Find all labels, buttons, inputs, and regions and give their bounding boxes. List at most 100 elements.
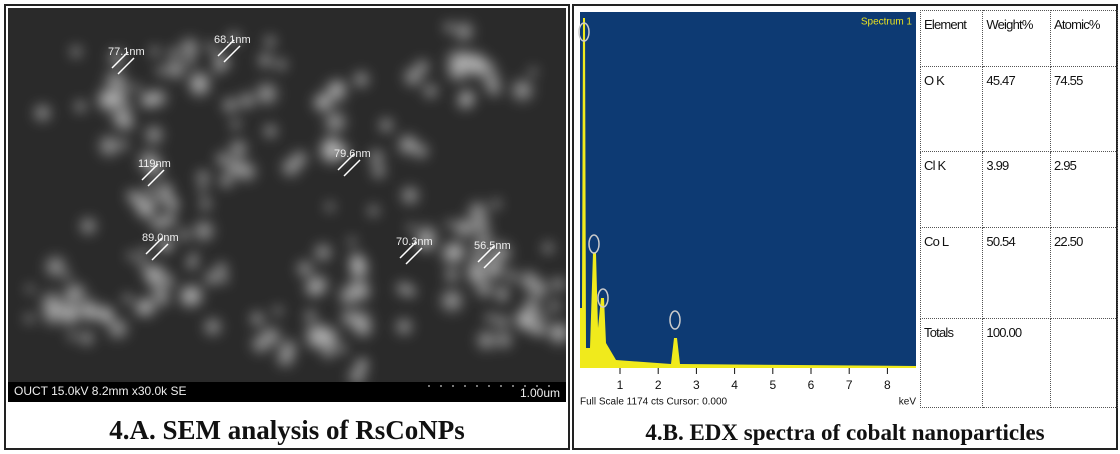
particle <box>183 255 200 272</box>
particle <box>346 235 359 248</box>
table-cell: 50.54 <box>983 228 1051 319</box>
particle <box>453 221 466 234</box>
particle <box>193 167 213 187</box>
particle <box>31 101 55 125</box>
table-cell: 2.95 <box>1050 152 1117 228</box>
particle <box>134 293 161 320</box>
particle <box>216 171 236 191</box>
particle <box>228 117 243 132</box>
x-tick-label: 3 <box>693 378 700 392</box>
particle <box>483 310 498 325</box>
page: {"sem": {"measurements": ["77.1nm", "68.… <box>0 0 1120 454</box>
particle <box>138 245 152 259</box>
particle <box>185 72 214 101</box>
particle <box>22 311 36 325</box>
particle <box>473 327 500 354</box>
particle <box>139 260 163 284</box>
x-tick-label: 2 <box>655 378 662 392</box>
particle <box>24 283 36 295</box>
measure-label: 79.6nm <box>334 148 371 160</box>
particle <box>436 285 468 317</box>
x-tick-label: 1 <box>617 378 624 392</box>
table-row: Cl K3.992.95 <box>921 152 1118 228</box>
particle <box>234 158 260 184</box>
particle <box>494 289 510 305</box>
particle <box>313 325 329 341</box>
particle <box>469 54 487 72</box>
particle <box>271 304 285 318</box>
particle <box>68 43 85 60</box>
x-tick-label: 6 <box>808 378 815 392</box>
particle <box>159 209 180 230</box>
particle <box>525 308 541 324</box>
particle <box>515 267 541 293</box>
particle <box>344 305 375 336</box>
particle <box>527 65 539 77</box>
particle <box>50 300 66 316</box>
particle <box>255 50 276 71</box>
particle <box>335 342 349 356</box>
table-cell: 22.50 <box>1050 228 1117 319</box>
particle <box>540 240 557 257</box>
table-cell: Co L <box>921 228 983 319</box>
measure-label: 119nm <box>138 158 171 170</box>
particle <box>489 197 503 211</box>
table-cell: Cl K <box>921 152 983 228</box>
particle <box>217 272 231 286</box>
particle <box>350 68 373 91</box>
particle <box>201 315 225 339</box>
particle <box>131 82 143 94</box>
sem-info: OUCT 15.0kV 8.2mm x30.0k SE <box>14 384 187 398</box>
particle <box>353 356 371 374</box>
measure-label: 77.1nm <box>108 46 145 58</box>
x-tick-label: 4 <box>731 378 738 392</box>
particle <box>392 315 415 338</box>
particle <box>122 100 134 112</box>
particle <box>261 121 281 141</box>
table-cell: Element <box>921 11 983 67</box>
particle <box>464 198 491 225</box>
edx-panel: Spectrum 1 12345678 Full Scale 1174 cts … <box>572 4 1118 450</box>
particle <box>442 238 470 266</box>
particle <box>397 183 422 208</box>
particle <box>213 149 233 169</box>
spectrum-status: Full Scale 1174 cts Cursor: 0.000 <box>580 397 728 408</box>
table-cell: 3.99 <box>983 152 1051 228</box>
table-row: ElementWeight%Atomic% <box>921 11 1118 67</box>
particle <box>400 63 427 90</box>
particle <box>174 281 204 311</box>
particle <box>452 63 465 76</box>
table-cell: Weight% <box>983 11 1051 67</box>
particle <box>320 107 351 138</box>
measure-label: 89.0nm <box>142 232 179 244</box>
particle <box>211 64 224 77</box>
particle <box>311 240 336 265</box>
particle <box>456 86 479 109</box>
x-tick-label: 5 <box>769 378 776 392</box>
particle <box>365 203 381 219</box>
particle <box>278 154 304 180</box>
table-cell: 74.55 <box>1050 66 1117 152</box>
particle <box>235 89 258 112</box>
x-tick-label: 8 <box>884 378 891 392</box>
particle <box>301 275 327 301</box>
particle <box>125 186 150 211</box>
particle <box>197 195 215 213</box>
particle <box>346 255 373 282</box>
spectrum-label: Spectrum 1 <box>861 17 913 28</box>
particle <box>546 298 563 315</box>
measure-label: 68.1nm <box>214 34 251 46</box>
particle <box>76 328 97 349</box>
particle <box>257 322 285 350</box>
sem-caption: 4.A. SEM analysis of RsCoNPs <box>6 415 568 446</box>
table-cell: Atomic% <box>1050 11 1117 67</box>
particle <box>506 272 518 284</box>
particle <box>98 311 112 325</box>
